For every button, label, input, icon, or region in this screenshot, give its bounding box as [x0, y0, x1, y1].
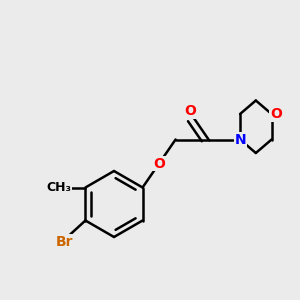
Text: O: O: [153, 157, 165, 170]
Text: O: O: [184, 104, 196, 118]
Text: O: O: [270, 107, 282, 121]
Text: CH₃: CH₃: [46, 181, 71, 194]
Text: Br: Br: [56, 235, 73, 248]
Text: N: N: [234, 133, 246, 146]
